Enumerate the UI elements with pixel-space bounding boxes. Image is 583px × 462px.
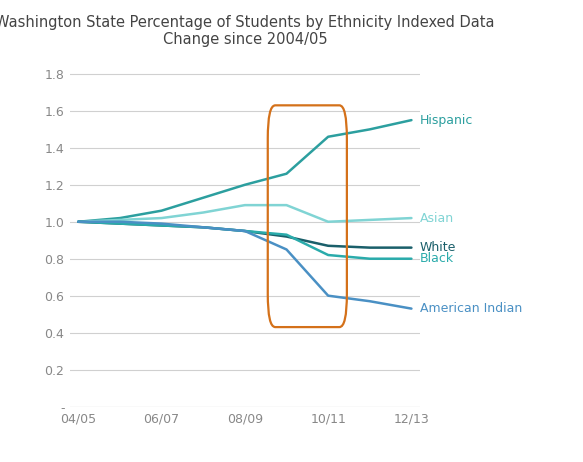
Title: Washington State Percentage of Students by Ethnicity Indexed Data
Change since 2: Washington State Percentage of Students … [0, 15, 494, 47]
Text: American Indian: American Indian [420, 302, 522, 315]
Text: Asian: Asian [420, 212, 454, 225]
Text: White: White [420, 241, 456, 254]
Text: Black: Black [420, 252, 454, 265]
Text: Hispanic: Hispanic [420, 114, 473, 127]
